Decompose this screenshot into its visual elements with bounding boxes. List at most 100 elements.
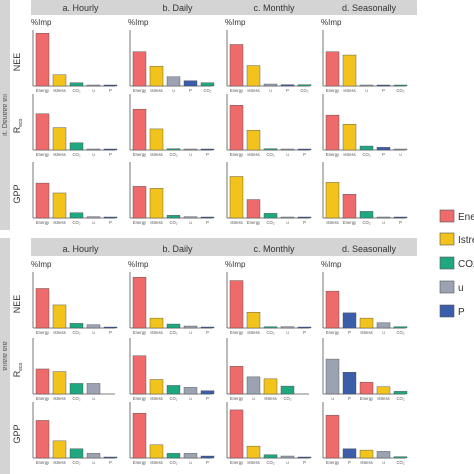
x-tick-label: P — [189, 88, 192, 93]
column-header-strip — [225, 238, 323, 256]
legend-label: Ener — [458, 212, 474, 223]
column-header: c. Monthly — [253, 3, 295, 13]
bar-p — [280, 84, 295, 87]
bar-istress — [52, 192, 67, 219]
bar-energy — [325, 414, 340, 459]
bar-p — [103, 326, 118, 329]
bar-co2 — [393, 456, 408, 459]
legend-swatch-p — [439, 304, 455, 318]
x-tick-label: CO₂ — [363, 152, 371, 157]
y-axis-label: %Imp — [31, 18, 52, 27]
x-tick-label: Energy — [326, 152, 340, 157]
column-header: d. Seasonally — [342, 3, 397, 13]
bar-energy — [35, 368, 50, 395]
x-tick-label: u — [286, 460, 289, 465]
x-tick-label: Istress — [150, 88, 162, 93]
bar-co2 — [69, 142, 84, 151]
bar-co2 — [359, 211, 374, 219]
x-tick-label: Energy — [133, 330, 147, 335]
x-tick-label: Istress — [377, 396, 389, 401]
x-tick-label: CO₂ — [397, 330, 405, 335]
bar-u — [246, 376, 261, 395]
x-tick-label: P — [109, 460, 112, 465]
x-tick-label: Istress — [53, 152, 65, 157]
row-label-group: NEE — [12, 53, 22, 72]
x-tick-label: Istress — [360, 460, 372, 465]
x-tick-label: Energy — [36, 152, 50, 157]
bar-istress — [149, 66, 164, 87]
x-tick-label: CO₂ — [73, 152, 81, 157]
x-tick-label: Energy — [36, 330, 50, 335]
bar-energy — [132, 51, 147, 87]
block-label: ıt. Dɐuɐɐɐ ɐıı — [2, 94, 9, 136]
bar-u — [183, 325, 198, 329]
row-label: Reco — [12, 119, 24, 134]
bar-co2 — [69, 323, 84, 329]
row-label: Reco — [12, 363, 24, 378]
x-tick-label: P — [109, 220, 112, 225]
x-tick-label: Energy — [230, 460, 244, 465]
bar-p — [103, 148, 118, 151]
x-tick-label: u — [331, 396, 334, 401]
bar-u — [86, 324, 101, 329]
x-tick-label: Energy — [133, 396, 147, 401]
bar-istress — [376, 386, 391, 395]
bar-p — [342, 312, 357, 329]
bar-istress — [52, 371, 67, 395]
x-tick-label: P — [382, 152, 385, 157]
x-tick-label: CO₂ — [73, 396, 81, 401]
bar-co2 — [166, 385, 181, 395]
x-tick-label: u — [252, 396, 255, 401]
x-tick-label: Istress — [53, 460, 65, 465]
x-tick-label: Energy — [133, 220, 147, 225]
bar-istress — [149, 379, 164, 395]
y-axis-label: %Imp — [225, 260, 246, 269]
x-tick-label: Energy — [133, 460, 147, 465]
x-tick-label: Istress — [53, 220, 65, 225]
bar-istress — [342, 124, 357, 151]
x-tick-label: CO₂ — [73, 330, 81, 335]
x-tick-label: CO₂ — [267, 152, 275, 157]
bar-p — [200, 148, 215, 151]
x-tick-label: CO₂ — [397, 88, 405, 93]
x-tick-label: u — [365, 88, 368, 93]
bar-energy — [229, 409, 244, 459]
column-header: a. Hourly — [62, 3, 99, 13]
bar-u — [86, 148, 101, 151]
y-axis-label: %Imp — [128, 260, 149, 269]
bar-p — [200, 390, 215, 395]
bar-u — [393, 148, 408, 151]
x-tick-label: u — [92, 460, 95, 465]
legend-swatch-co2 — [439, 256, 455, 270]
x-tick-label: Istress — [343, 88, 355, 93]
block-side-strip — [0, 238, 10, 474]
block-label: ɐııɐıɐ ɐıɐ — [2, 341, 9, 370]
x-tick-label: CO₂ — [170, 152, 178, 157]
bar-energy — [132, 277, 147, 329]
column-header: c. Monthly — [253, 244, 295, 254]
bar-co2 — [166, 148, 181, 151]
column-header-strip — [128, 238, 227, 256]
row-label-group: Reco — [12, 363, 24, 378]
x-tick-label: P — [382, 88, 385, 93]
x-tick-label: u — [382, 220, 385, 225]
bar-istress — [149, 317, 164, 329]
bar-co2 — [166, 323, 181, 329]
x-tick-label: P — [206, 220, 209, 225]
row-label: NEE — [12, 295, 22, 314]
x-tick-label: P — [303, 330, 306, 335]
x-tick-label: Energy — [36, 220, 50, 225]
bar-u — [183, 387, 198, 395]
bar-energy — [342, 194, 357, 219]
row-label-group: Reco — [12, 119, 24, 134]
bar-u — [183, 216, 198, 219]
bar-u — [325, 358, 340, 395]
column-header: b. Daily — [162, 244, 193, 254]
x-tick-label: Energy — [133, 88, 147, 93]
column-header: d. Seasonally — [342, 244, 397, 254]
x-tick-label: Istress — [247, 88, 259, 93]
bar-energy — [132, 413, 147, 459]
x-tick-label: u — [189, 220, 192, 225]
x-tick-label: CO₂ — [397, 460, 405, 465]
y-axis-label: %Imp — [128, 18, 149, 27]
